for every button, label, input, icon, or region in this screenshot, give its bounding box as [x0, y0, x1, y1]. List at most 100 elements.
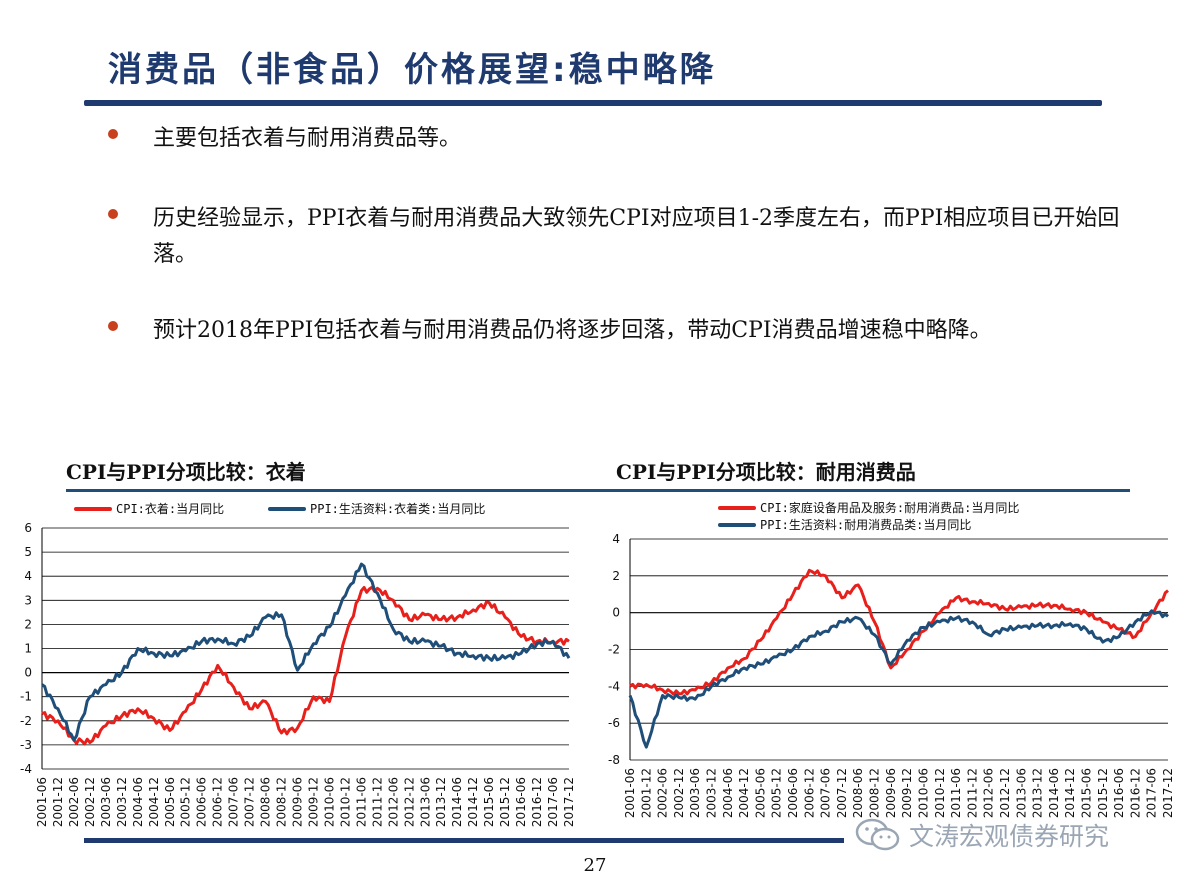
- durables-xtick-label: 2008-06: [851, 768, 865, 818]
- clothing-series-line-cpi: [41, 585, 570, 746]
- durables-xtick-label: 2016-12: [1128, 768, 1142, 818]
- chart-title-clothing: CPI与PPI分项比较：衣着: [66, 460, 306, 484]
- durables-ytick-label: 4: [612, 532, 620, 546]
- durables-xtick-label: 2002-12: [672, 768, 686, 818]
- clothing-ytick-label: -1: [20, 690, 32, 704]
- clothing-xtick-label: 2016-06: [514, 777, 528, 827]
- durables-xtick-label: 2009-12: [900, 768, 914, 818]
- clothing-xtick-label: 2003-12: [115, 777, 129, 827]
- durables-ytick-label: -6: [608, 716, 620, 730]
- clothing-legend-label: CPI:衣着:当月同比: [116, 501, 224, 516]
- clothing-ytick-label: 3: [24, 593, 32, 607]
- durables-xtick-label: 2012-06: [982, 768, 996, 818]
- durables-xtick-label: 2012-12: [998, 768, 1012, 818]
- bullet-text-3: 预计2018年PPI包括衣着与耐用消费品仍将逐步回落，带动CPI消费品增速稳中略…: [153, 318, 992, 343]
- durables-xtick-label: 2009-06: [884, 768, 898, 818]
- bullet-dot-3: [108, 321, 118, 331]
- clothing-xtick-label: 2017-06: [546, 777, 560, 827]
- clothing-xtick-label: 2011-06: [354, 777, 368, 827]
- durables-xtick-label: 2011-12: [965, 768, 979, 818]
- durables-xtick-label: 2001-06: [623, 768, 637, 818]
- clothing-xtick-label: 2012-06: [386, 777, 400, 827]
- durables-xtick-label: 2006-12: [802, 768, 816, 818]
- durables-xtick-label: 2013-06: [1014, 768, 1028, 818]
- clothing-xtick-label: 2007-06: [227, 777, 241, 827]
- clothing-ytick-label: 4: [24, 569, 32, 583]
- clothing-ytick-label: 0: [24, 666, 32, 680]
- chart-title-durables: CPI与PPI分项比较：耐用消费品: [616, 460, 916, 484]
- bottom-rule: [84, 838, 844, 843]
- durables-xtick-label: 2008-12: [868, 768, 882, 818]
- clothing-xtick-label: 2016-12: [530, 777, 544, 827]
- clothing-xtick-label: 2001-12: [51, 777, 65, 827]
- clothing-xtick-label: 2001-06: [35, 777, 49, 827]
- durables-xtick-label: 2017-12: [1161, 768, 1175, 818]
- clothing-xtick-label: 2004-12: [147, 777, 161, 827]
- clothing-ytick-label: -2: [20, 714, 32, 728]
- watermark-text: 文涛宏观债券研究: [909, 822, 1110, 851]
- durables-legend-label: CPI:家庭设备用品及服务:耐用消费品:当月同比: [760, 500, 1019, 515]
- durables-series-line-cpi: [629, 568, 1169, 696]
- clothing-xtick-label: 2011-12: [370, 777, 384, 827]
- durables-xtick-label: 2003-12: [705, 768, 719, 818]
- durables-ytick-label: 0: [612, 606, 620, 620]
- durables-xtick-label: 2004-12: [737, 768, 751, 818]
- clothing-xtick-label: 2007-12: [243, 777, 257, 827]
- clothing-xtick-label: 2003-06: [99, 777, 113, 827]
- durables-xtick-label: 2002-06: [656, 768, 670, 818]
- chart-section-rule: [66, 489, 1130, 492]
- durables-xtick-label: 2004-06: [721, 768, 735, 818]
- durables-xtick-label: 2011-06: [949, 768, 963, 818]
- durables-legend-label: PPI:生活资料:耐用消费品类:当月同比: [760, 518, 971, 532]
- durables-xtick-label: 2014-12: [1063, 768, 1077, 818]
- clothing-xtick-label: 2004-06: [131, 777, 145, 827]
- clothing-ytick-label: -3: [20, 738, 32, 752]
- clothing-xtick-label: 2008-12: [275, 777, 289, 827]
- durables-xtick-label: 2007-12: [835, 768, 849, 818]
- clothing-xtick-label: 2014-12: [466, 777, 480, 827]
- clothing-xtick-label: 2008-06: [259, 777, 273, 827]
- clothing-xtick-label: 2009-06: [291, 777, 305, 827]
- durables-xtick-label: 2005-12: [770, 768, 784, 818]
- durables-ytick-label: 2: [612, 569, 620, 583]
- durables-ytick-label: -4: [608, 679, 620, 693]
- durables-ytick-label: -8: [608, 753, 620, 767]
- durables-series-line-ppi: [628, 609, 1169, 749]
- clothing-series-line-ppi: [41, 562, 571, 742]
- clothing-xtick-label: 2015-06: [482, 777, 496, 827]
- clothing-xtick-label: 2002-06: [67, 777, 81, 827]
- durables-xtick-label: 2001-12: [639, 768, 653, 818]
- clothing-xtick-label: 2002-12: [83, 777, 97, 827]
- clothing-xtick-label: 2006-12: [211, 777, 225, 827]
- clothing-xtick-label: 2010-06: [322, 777, 336, 827]
- durables-xtick-label: 2010-06: [916, 768, 930, 818]
- durables-xtick-label: 2006-06: [786, 768, 800, 818]
- clothing-ytick-label: -4: [20, 762, 32, 776]
- watermark: 文涛宏观债券研究: [855, 818, 1109, 852]
- durables-xtick-label: 2013-12: [1031, 768, 1045, 818]
- clothing-legend-label: PPI:生活资料:衣着类:当月同比: [310, 501, 485, 516]
- durables-xtick-label: 2007-06: [819, 768, 833, 818]
- bullet-text-2: 历史经验显示，PPI衣着与耐用消费品大致领先CPI对应项目1-2季度左右，而PP…: [153, 206, 1120, 267]
- bullet-text-1: 主要包括衣着与耐用消费品等。: [153, 126, 462, 151]
- durables-xtick-label: 2010-12: [933, 768, 947, 818]
- page-title: 消费品（非食品）价格展望:稳中略降: [108, 50, 717, 90]
- durables-xtick-label: 2005-06: [753, 768, 767, 818]
- durables-xtick-label: 2003-06: [688, 768, 702, 818]
- clothing-xtick-label: 2005-12: [179, 777, 193, 827]
- bullet-dot-2: [108, 209, 118, 219]
- clothing-xtick-label: 2013-06: [418, 777, 432, 827]
- durables-xtick-label: 2015-12: [1096, 768, 1110, 818]
- clothing-xtick-label: 2009-12: [306, 777, 320, 827]
- durables-xtick-label: 2015-06: [1079, 768, 1093, 818]
- durables-ytick-label: -2: [608, 643, 620, 657]
- clothing-xtick-label: 2012-12: [402, 777, 416, 827]
- clothing-xtick-label: 2017-12: [562, 777, 576, 827]
- clothing-xtick-label: 2005-06: [163, 777, 177, 827]
- title-underline: [84, 100, 1102, 106]
- durables-xtick-label: 2014-06: [1047, 768, 1061, 818]
- durables-xtick-label: 2016-06: [1112, 768, 1126, 818]
- bullet-dot-1: [108, 129, 118, 139]
